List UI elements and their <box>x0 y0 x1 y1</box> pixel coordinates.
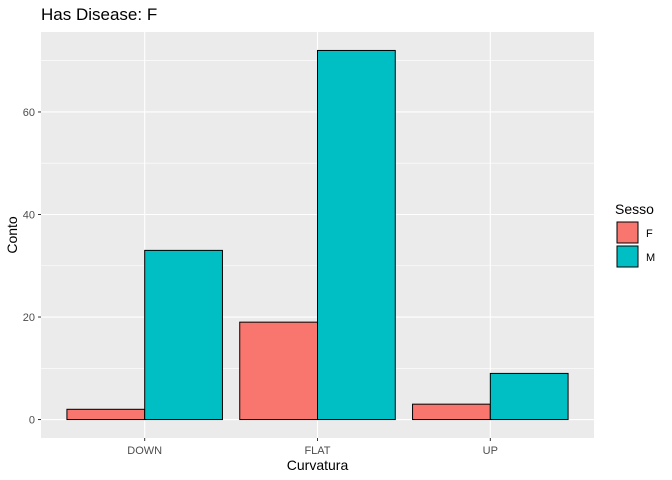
y-axis-title: Conto <box>4 216 20 254</box>
chart-title: Has Disease: F <box>41 5 157 24</box>
bar-m-down <box>144 249 223 421</box>
bar-f-flat <box>239 321 318 421</box>
y-tick-label: 60 <box>23 107 35 119</box>
y-tick-label: 0 <box>29 415 35 427</box>
x-axis: DOWN FLAT UP <box>127 438 498 457</box>
legend-label-m: M <box>646 252 655 264</box>
legend-title: Sesso <box>615 201 654 217</box>
bars <box>66 49 569 421</box>
bar-m-flat <box>317 49 396 421</box>
x-axis-title: Curvatura <box>287 457 349 473</box>
legend: Sesso FM <box>615 201 655 268</box>
legend-key-m <box>616 245 639 268</box>
y-tick-label: 20 <box>23 312 35 324</box>
x-tick-label: DOWN <box>127 445 162 457</box>
bar-f-down <box>66 408 146 421</box>
legend-label-f: F <box>646 228 653 240</box>
bar-m-up <box>489 372 569 421</box>
legend-key-f <box>616 221 639 244</box>
bar-f-up <box>412 403 491 421</box>
x-tick-label: UP <box>483 445 498 457</box>
y-axis: 0 20 40 60 <box>23 107 41 427</box>
y-tick-label: 40 <box>23 209 35 221</box>
x-tick-label: FLAT <box>304 445 330 457</box>
